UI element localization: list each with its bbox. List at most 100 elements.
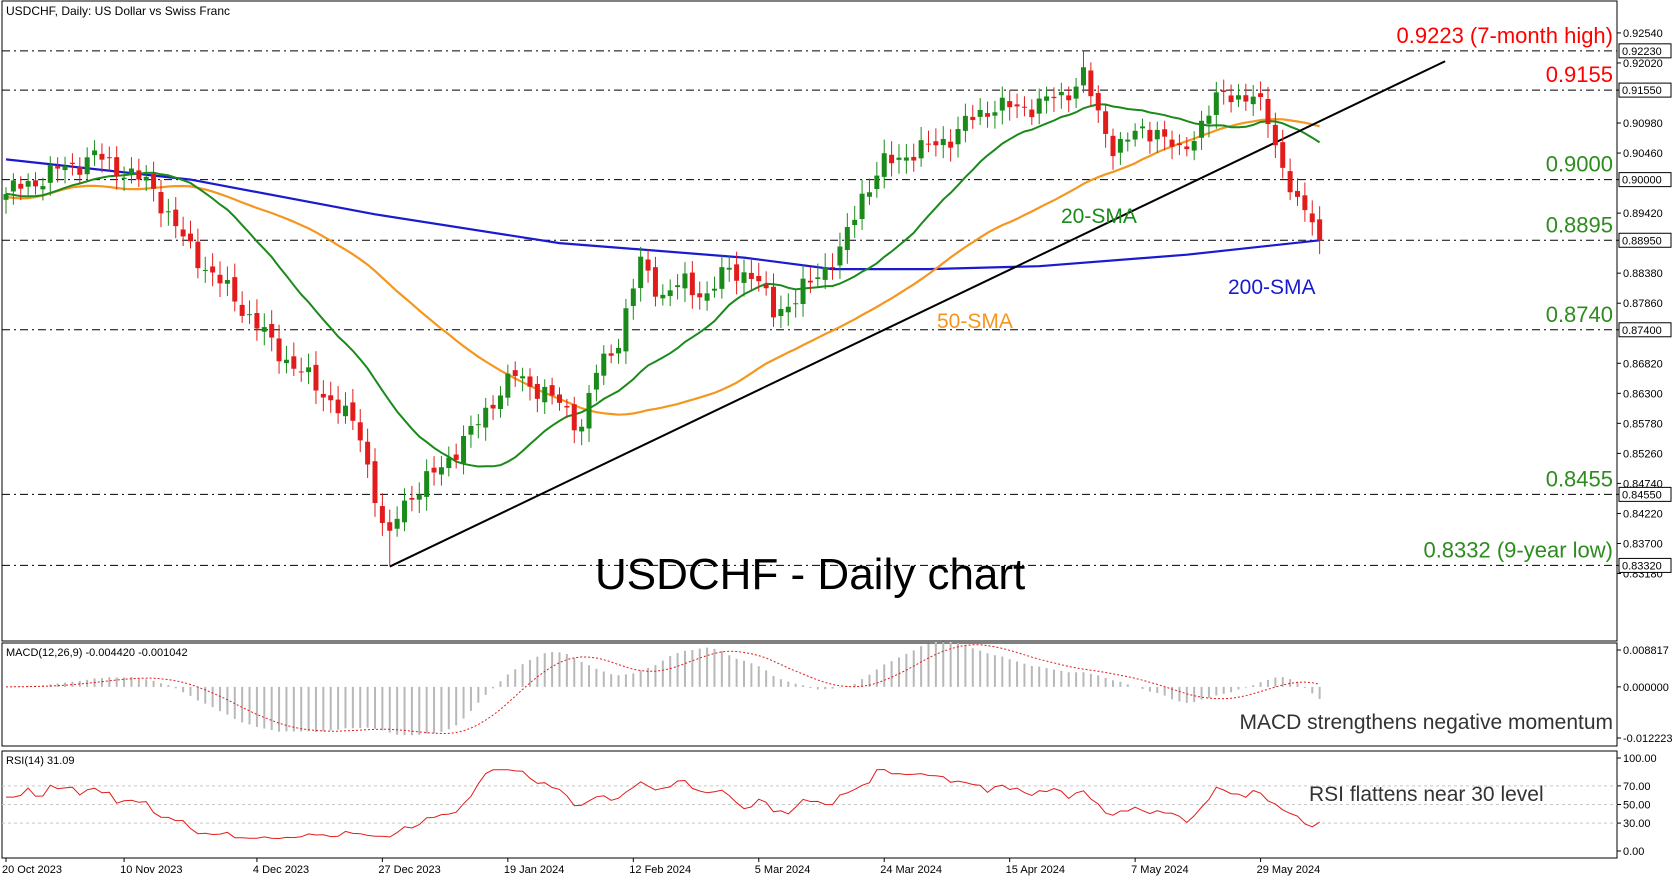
candle-up (675, 285, 681, 288)
sma-200-line (5, 158, 1320, 271)
candle-down (1302, 195, 1308, 211)
candle-up (852, 219, 858, 226)
candle-up (962, 115, 968, 131)
candle-down (948, 141, 954, 148)
candle-down (298, 371, 304, 373)
macd-signal-line (5, 644, 1320, 735)
price-y-axis: 0.92540 0.92020 0.91550 0.90980 0.90460 0.900… (1617, 28, 1672, 580)
candle-up (793, 303, 799, 305)
candle-down (911, 156, 917, 161)
price-panel: USDCHF, Daily: US Dollar vs Swiss Franc … (1, 0, 1672, 642)
sma-50-line (5, 118, 1320, 416)
macd-tick-label: 0.008817 (1623, 645, 1669, 657)
candle-up (785, 306, 791, 313)
rsi-tick-label: 100.00 (1623, 753, 1657, 765)
level-label: 0.8895 (1546, 212, 1613, 237)
candle-down (1095, 93, 1101, 111)
rsi-panel: RSI(14) 31.09 100.0070.0050.0030.000.00 … (1, 750, 1657, 859)
date-tick-label: 12 Feb 2024 (629, 864, 691, 876)
candle-down (217, 274, 223, 284)
candle-down (136, 170, 142, 180)
candle-down (387, 522, 393, 531)
candle-down (158, 191, 164, 214)
candle-down (269, 323, 275, 338)
candle-down (1103, 111, 1109, 134)
candle-down (313, 364, 319, 391)
candle-up (859, 193, 865, 220)
price-level-box (1618, 82, 1672, 98)
candle-down (1147, 129, 1153, 142)
candle-down (1228, 95, 1234, 103)
price-level-box (1618, 322, 1672, 338)
level-label: 0.8455 (1546, 466, 1613, 491)
candle-up (416, 494, 422, 500)
candle-up (143, 176, 149, 181)
candle-up (468, 425, 474, 435)
candle-up (1125, 139, 1131, 142)
candle-up (1044, 96, 1050, 101)
price-tick-label: 0.85260 (1623, 448, 1663, 460)
candle-down (379, 506, 385, 523)
candle-up (601, 353, 607, 376)
candle-down (1162, 129, 1168, 137)
rsi-tick-label: 50.00 (1623, 800, 1651, 812)
price-tick-label: 0.88380 (1623, 268, 1663, 280)
candle-down (970, 116, 976, 121)
macd-histogram (12, 641, 1321, 736)
price-tick-label: 0.85780 (1623, 418, 1663, 430)
candle-down (734, 264, 740, 281)
candle-up (121, 177, 127, 179)
candle-up (586, 392, 592, 429)
candle-up (800, 278, 806, 304)
date-tick-label: 27 Dec 2023 (378, 864, 440, 876)
candle-down (33, 180, 39, 187)
candle-down (889, 154, 895, 164)
candle-down (1287, 171, 1293, 193)
macd-title: MACD(12,26,9) -0.004420 -0.001042 (6, 647, 188, 659)
candle-up (593, 372, 599, 390)
date-tick-label: 29 May 2024 (1257, 864, 1321, 876)
candle-down (350, 402, 356, 421)
candle-up (822, 267, 828, 280)
candle-down (490, 404, 496, 409)
price-tick-label: 0.90460 (1623, 148, 1663, 160)
candle-up (224, 279, 230, 284)
price-level-box-label: 0.87400 (1622, 325, 1662, 337)
candle-up (10, 180, 16, 192)
candle-down (1317, 219, 1323, 241)
price-tick-label: 0.86820 (1623, 358, 1663, 370)
uptrend-line (389, 60, 1446, 568)
candle-up (261, 327, 267, 332)
candle-up (896, 157, 902, 160)
rsi-tick-label: 0.00 (1623, 846, 1644, 858)
candle-down (564, 405, 570, 408)
candle-up (682, 273, 688, 289)
candle-up (711, 288, 717, 291)
candle-down (1243, 95, 1249, 102)
candle-up (1058, 92, 1064, 96)
candle-up (202, 269, 208, 271)
candle-up (837, 246, 843, 266)
price-level-box-label: 0.84550 (1622, 489, 1662, 501)
candle-down (1007, 101, 1013, 108)
candle-up (1206, 115, 1212, 124)
price-level-box-label: 0.83320 (1622, 560, 1662, 572)
candle-up (1073, 86, 1079, 99)
candle-down (291, 356, 297, 369)
candle-down (1280, 142, 1286, 168)
macd-tick-label: 0.000000 (1623, 682, 1669, 694)
candle-up (778, 309, 784, 317)
candle-down (210, 266, 216, 273)
candle-up (881, 153, 887, 177)
candle-down (254, 313, 260, 329)
rsi-y-axis: 100.00 70.00 50.00 30.00 0.00 (1617, 753, 1657, 858)
candle-down (151, 173, 157, 189)
level-label: 0.9000 (1546, 152, 1613, 177)
candle-down (1184, 146, 1190, 150)
candle-up (542, 386, 548, 403)
candle-up (402, 500, 408, 523)
candle-down (195, 241, 201, 269)
candle-down (320, 393, 326, 398)
price-level-box-label: 0.88950 (1622, 235, 1662, 247)
macd-annotation: MACD strengthens negative momentum (1240, 711, 1614, 734)
